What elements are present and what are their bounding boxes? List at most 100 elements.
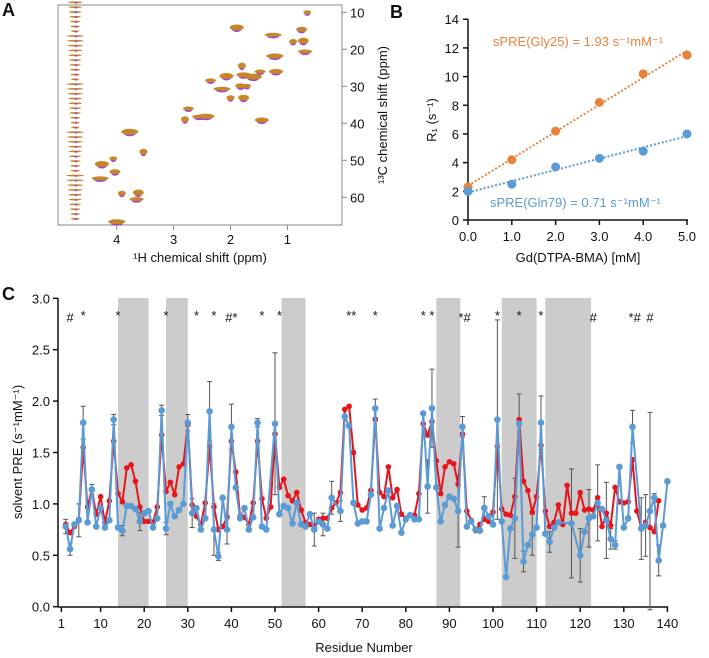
significance-marker: * (538, 308, 543, 323)
noise-streak (68, 193, 83, 196)
peak (235, 83, 247, 89)
data-point (433, 484, 440, 491)
noise-streak (70, 116, 81, 119)
data-point (193, 504, 200, 512)
data-point (88, 486, 96, 493)
y-tick-label: 2 (452, 184, 459, 199)
data-point (682, 50, 692, 60)
axis-ticks: 1 10 20 30 40 50 60 70 80 90 100 110 120 130 1400.00.5… (32, 291, 678, 631)
noise-streak-purple (74, 11, 78, 14)
data-point (607, 535, 615, 543)
data-point (550, 524, 558, 531)
data-point (350, 499, 357, 507)
data-point (241, 504, 248, 512)
data-point (402, 516, 410, 523)
y-tick-label: 60 (350, 190, 364, 205)
data-point (659, 522, 667, 529)
data-point (494, 416, 501, 423)
significance-marker: * (277, 308, 282, 323)
data-point (555, 502, 562, 508)
y-tick-label: 6 (452, 127, 459, 142)
noise-streak-purple (74, 146, 78, 149)
y-tick-label: 12 (445, 41, 459, 56)
noise-streak-purple (74, 74, 78, 76)
x-tick-label: 5.0 (678, 229, 696, 244)
noise-streak (69, 20, 81, 23)
data-point (132, 505, 139, 513)
data-point (341, 406, 348, 413)
data-point (564, 482, 570, 489)
data-point (664, 477, 671, 485)
data-point (389, 494, 396, 501)
data-point (381, 493, 387, 500)
noise-streak (70, 68, 81, 71)
x-tick-label: 3.0 (590, 229, 608, 244)
data-point (385, 487, 392, 494)
x-tick-label: 80 (399, 616, 413, 631)
noise-streak-purple (74, 189, 78, 192)
shaded-region (118, 298, 149, 607)
noise-streak (67, 189, 83, 191)
noise-streak (70, 164, 81, 167)
noise-streak-purple (74, 127, 78, 129)
peak (94, 161, 109, 167)
x-tick-label: 1.0 (503, 229, 521, 244)
data-point (551, 162, 561, 172)
peak (129, 197, 144, 202)
data-point (525, 487, 531, 494)
x-tick-label: 3 (170, 232, 177, 247)
noise-streak-purple (74, 117, 78, 120)
data-point (398, 529, 405, 536)
y-tick-label: 1.5 (32, 446, 50, 461)
data-point (389, 522, 397, 529)
noise-streak-purple (74, 208, 78, 211)
data-point (319, 521, 327, 528)
data-point (515, 420, 523, 428)
x-tick-label: 20 (137, 616, 151, 631)
data-point (577, 489, 583, 496)
peaks-layer (66, 1, 313, 226)
data-point (341, 413, 349, 420)
y-axis-label: R₁ (s⁻¹) (424, 98, 439, 142)
shaded-region (436, 298, 461, 607)
data-point (450, 495, 458, 503)
data-point (581, 528, 588, 535)
peak (254, 69, 266, 74)
data-point (594, 494, 601, 501)
data-point (612, 484, 618, 491)
peak (298, 49, 313, 54)
data-point (394, 486, 400, 493)
data-point (271, 420, 279, 428)
data-point (634, 508, 640, 514)
peak (244, 73, 262, 80)
noise-streak-purple (74, 131, 78, 134)
data-point (406, 511, 414, 519)
x-tick-label: 120 (569, 616, 591, 631)
noise-streak (70, 213, 81, 215)
data-point (176, 464, 182, 470)
data-point (568, 510, 575, 516)
data-point (415, 516, 423, 523)
data-point (599, 523, 605, 530)
data-point (480, 504, 488, 512)
nmr-spectrum-panel: 4 3 2 1 10 20 30 40 50 60 ¹H chemical shift (ppm)… (57, 1, 390, 265)
noise-streak-purple (74, 175, 78, 177)
data-point (294, 489, 300, 496)
peak (197, 113, 215, 119)
data-point (437, 490, 444, 497)
data-point (228, 423, 235, 431)
noise-streak (70, 73, 80, 76)
data-point (162, 525, 170, 532)
data-point (345, 422, 353, 430)
data-point (528, 531, 536, 539)
data-point (171, 491, 178, 498)
peak (238, 94, 250, 101)
data-point (442, 464, 448, 470)
peak (303, 10, 312, 15)
panel-label-b: B (390, 2, 403, 22)
data-point (97, 504, 104, 512)
significance-marker: * (373, 308, 378, 323)
data-point (363, 518, 370, 525)
noise-streak-purple (74, 141, 78, 144)
noise-streak (69, 107, 82, 110)
